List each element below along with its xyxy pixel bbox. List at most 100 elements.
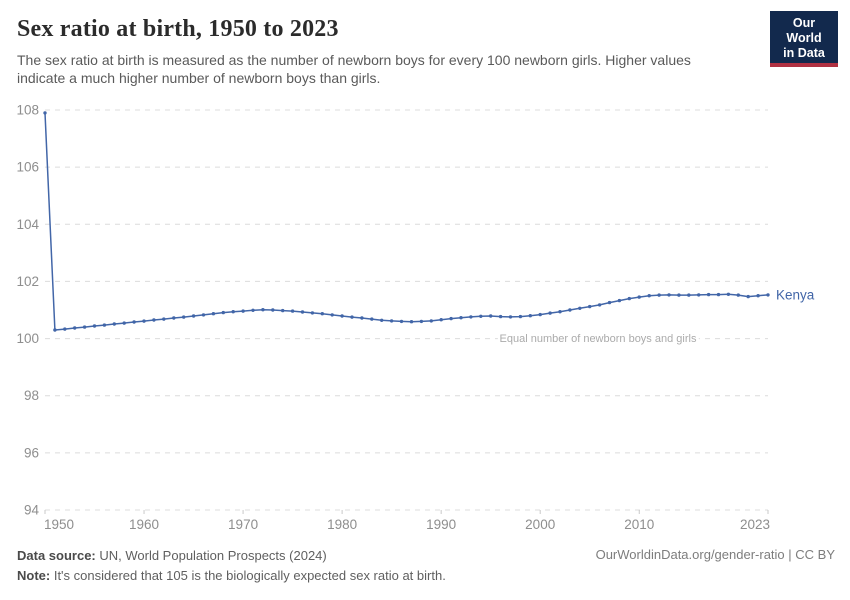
data-point-1970[interactable]	[241, 309, 245, 313]
data-point-2008[interactable]	[617, 298, 622, 303]
data-point-1963[interactable]	[172, 316, 176, 320]
y-tick-label-106: 106	[16, 160, 39, 175]
data-point-1957[interactable]	[112, 322, 117, 326]
y-tick-label-100: 100	[16, 331, 39, 346]
data-point-1989[interactable]	[429, 319, 433, 323]
data-point-1960[interactable]	[142, 319, 146, 323]
data-point-1950[interactable]	[43, 111, 47, 115]
data-point-1990[interactable]	[439, 318, 443, 322]
data-point-2006[interactable]	[597, 303, 602, 307]
data-point-1967[interactable]	[211, 312, 216, 316]
data-point-1953[interactable]	[73, 326, 77, 330]
data-point-2009[interactable]	[627, 296, 631, 301]
data-point-1973[interactable]	[271, 308, 275, 312]
data-point-1996[interactable]	[498, 314, 503, 319]
data-point-1978[interactable]	[320, 312, 324, 316]
data-point-1997[interactable]	[508, 315, 513, 319]
data-point-1965[interactable]	[191, 314, 196, 318]
x-tick-label-1950: 1950	[44, 517, 74, 532]
data-point-1986[interactable]	[399, 319, 404, 324]
data-point-1987[interactable]	[409, 320, 414, 324]
data-point-2020[interactable]	[736, 293, 740, 297]
x-tick-label-1990: 1990	[426, 517, 456, 532]
data-point-1962[interactable]	[162, 317, 166, 321]
data-point-2016[interactable]	[697, 293, 701, 297]
data-point-1994[interactable]	[479, 314, 483, 318]
entity-label-kenya[interactable]: Kenya	[776, 287, 815, 302]
owid-logo-line2: in Data	[783, 45, 825, 60]
data-point-1966[interactable]	[201, 313, 206, 317]
series-kenya[interactable]: Kenya	[43, 111, 815, 332]
data-point-1993[interactable]	[469, 315, 473, 319]
note-line: Note: It's considered that 105 is the bi…	[17, 566, 577, 586]
data-point-1952[interactable]	[63, 327, 67, 331]
chart-subtitle: The sex ratio at birth is measured as th…	[17, 52, 691, 86]
data-point-2002[interactable]	[558, 310, 562, 314]
data-point-1988[interactable]	[419, 319, 424, 324]
footer-attribution: OurWorldinData.org/gender-ratio | CC BY	[596, 547, 835, 562]
data-point-1981[interactable]	[350, 315, 354, 319]
data-point-2007[interactable]	[607, 300, 612, 305]
data-source-text: UN, World Population Prospects (2024)	[95, 548, 327, 563]
series-line[interactable]	[44, 112, 769, 331]
x-tick-label-2010: 2010	[624, 517, 654, 532]
data-point-2022[interactable]	[756, 294, 760, 298]
data-point-2021[interactable]	[746, 294, 750, 299]
x-tick-label-2000: 2000	[525, 517, 555, 532]
data-point-2010[interactable]	[637, 295, 641, 299]
data-point-1972[interactable]	[261, 308, 265, 312]
data-point-1975[interactable]	[290, 309, 295, 313]
data-source-label: Data source:	[17, 548, 96, 563]
data-point-2001[interactable]	[548, 311, 552, 315]
data-point-1984[interactable]	[380, 318, 384, 322]
data-point-2015[interactable]	[687, 293, 691, 297]
data-point-1995[interactable]	[489, 314, 493, 318]
data-point-1955[interactable]	[92, 324, 97, 328]
data-point-1958[interactable]	[122, 321, 126, 325]
data-point-1954[interactable]	[82, 325, 87, 329]
data-point-1985[interactable]	[389, 319, 394, 323]
data-point-1959[interactable]	[132, 320, 136, 324]
data-point-2023[interactable]	[766, 293, 770, 297]
note-text: It's considered that 105 is the biologic…	[50, 568, 446, 583]
data-point-2004[interactable]	[578, 306, 582, 310]
x-tick-label-1960: 1960	[129, 517, 159, 532]
data-point-1979[interactable]	[330, 313, 334, 317]
data-point-1976[interactable]	[300, 310, 305, 314]
data-point-2018[interactable]	[716, 292, 721, 297]
data-point-2005[interactable]	[588, 304, 592, 309]
data-point-1968[interactable]	[221, 310, 225, 315]
data-point-2014[interactable]	[677, 293, 681, 297]
data-point-2011[interactable]	[647, 294, 651, 298]
data-point-1969[interactable]	[231, 310, 235, 314]
data-point-1980[interactable]	[340, 314, 344, 318]
data-point-1999[interactable]	[528, 314, 532, 318]
equal-ratio-annotation: Equal number of newborn boys and girls	[500, 333, 697, 345]
owid-url-link[interactable]: OurWorldinData.org/gender-ratio	[595, 547, 785, 562]
y-tick-label-98: 98	[24, 388, 39, 403]
data-point-1982[interactable]	[360, 316, 364, 320]
data-point-1956[interactable]	[102, 323, 107, 327]
data-point-1991[interactable]	[449, 316, 453, 321]
chart-footer: Data source: UN, World Population Prospe…	[17, 546, 577, 586]
y-tick-label-108: 108	[16, 103, 39, 118]
owid-logo[interactable]: Our World in Data	[770, 11, 838, 68]
data-point-1974[interactable]	[281, 308, 285, 313]
data-point-2012[interactable]	[657, 293, 661, 297]
line-chart[interactable]: 94 96 98 100 102 104 106 108 1950 1960 1970 1980 199…	[0, 93, 850, 543]
data-point-2000[interactable]	[538, 312, 542, 317]
data-point-2013[interactable]	[667, 293, 671, 297]
data-point-2017[interactable]	[706, 292, 711, 297]
data-point-2003[interactable]	[568, 308, 572, 312]
data-point-2019[interactable]	[726, 292, 731, 296]
data-point-1971[interactable]	[251, 308, 255, 312]
data-point-1951[interactable]	[53, 328, 57, 332]
data-point-1998[interactable]	[518, 314, 523, 319]
data-point-1977[interactable]	[310, 311, 315, 315]
data-point-1983[interactable]	[370, 317, 374, 321]
data-point-1992[interactable]	[459, 316, 463, 320]
y-tick-label-96: 96	[24, 445, 39, 460]
data-point-1964[interactable]	[182, 315, 186, 319]
data-point-1961[interactable]	[152, 318, 156, 322]
